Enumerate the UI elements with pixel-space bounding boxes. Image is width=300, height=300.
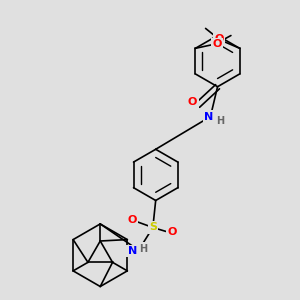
Text: S: S xyxy=(149,223,157,232)
Text: O: O xyxy=(128,215,137,225)
Text: O: O xyxy=(188,98,197,107)
Text: O: O xyxy=(214,34,224,44)
Text: H: H xyxy=(140,244,148,254)
Text: O: O xyxy=(212,39,221,49)
Text: O: O xyxy=(167,227,177,237)
Text: N: N xyxy=(204,112,214,122)
Text: N: N xyxy=(128,246,137,256)
Text: H: H xyxy=(216,116,224,126)
